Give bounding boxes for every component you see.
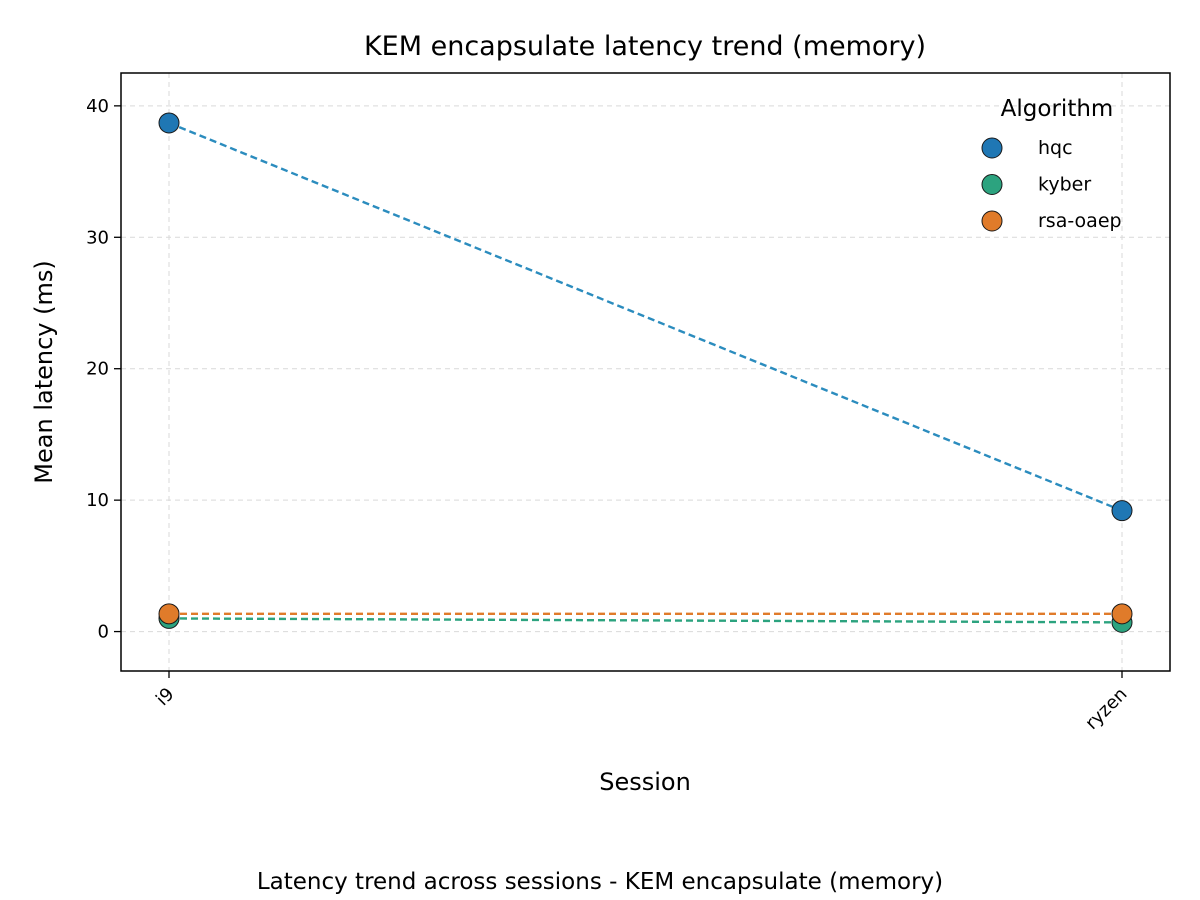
chart-title: KEM encapsulate latency trend (memory) — [364, 31, 926, 62]
y-tick-label: 20 — [86, 359, 109, 380]
y-tick-label: 30 — [86, 227, 109, 248]
legend-label-rsa-oaep: rsa-oaep — [1038, 210, 1122, 232]
grid — [121, 73, 1170, 671]
legend-marker-hqc — [981, 137, 1003, 159]
legend-label-hqc: hqc — [1038, 137, 1073, 159]
x-tick-label: i9 — [152, 684, 178, 710]
x-axis-ticks: i9 ryzen — [152, 671, 1132, 734]
data-point-rsa-oaep-ryzen — [1111, 603, 1133, 625]
legend: Algorithm hqc kyber rsa-oaep — [981, 96, 1122, 232]
data-point-hqc-ryzen — [1111, 500, 1133, 522]
data-point-hqc-i9 — [158, 112, 180, 134]
series-line-hqc — [168, 121, 1123, 512]
x-tick-label: ryzen — [1081, 684, 1131, 734]
y-tick-label: 0 — [98, 622, 109, 643]
plot-frame — [120, 72, 1171, 672]
series-lines — [168, 121, 1123, 624]
y-axis-label: Mean latency (ms) — [30, 260, 58, 483]
legend-title: Algorithm — [1001, 96, 1114, 122]
y-tick-label: 10 — [86, 490, 109, 511]
y-tick-label: 40 — [86, 96, 109, 117]
data-point-rsa-oaep-i9 — [158, 603, 180, 625]
y-axis-ticks: 0 10 20 30 40 — [86, 96, 121, 643]
legend-marker-rsa-oaep — [981, 210, 1003, 232]
series-points — [158, 112, 1133, 633]
legend-marker-kyber — [981, 174, 1003, 195]
legend-label-kyber: kyber — [1038, 174, 1091, 196]
x-axis-label: Session — [599, 768, 691, 796]
chart-caption: Latency trend across sessions - KEM enca… — [257, 869, 943, 895]
series-line-kyber — [168, 617, 1123, 624]
